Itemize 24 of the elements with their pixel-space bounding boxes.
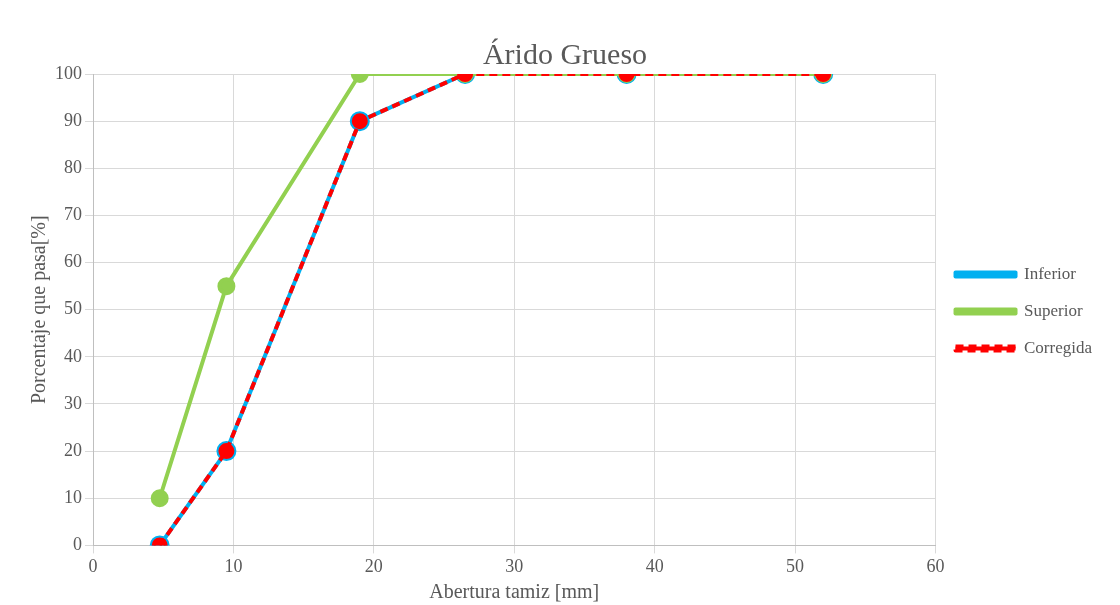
y-tick-label: 30 <box>64 392 82 413</box>
y-tick-label: 10 <box>64 486 82 507</box>
y-tick-label: 70 <box>64 204 82 225</box>
chart-title: Árido Grueso <box>482 36 648 70</box>
x-tick-label: 40 <box>645 555 664 576</box>
y-tick-label: 20 <box>64 439 82 460</box>
x-tick-label: 0 <box>88 555 98 576</box>
y-tick-label: 100 <box>55 62 82 83</box>
x-tick-label: 20 <box>364 555 383 576</box>
y-tick-label: 60 <box>64 251 82 272</box>
y-axis-title: Porcentaje que pasa[%] <box>27 215 51 405</box>
x-tick-label: 60 <box>926 555 945 576</box>
y-tick-label: 90 <box>64 109 82 130</box>
legend-label: Superior <box>1024 300 1083 320</box>
y-tick-label: 40 <box>64 345 82 366</box>
x-tick-label: 50 <box>786 555 805 576</box>
legend-label: Inferior <box>1024 263 1077 283</box>
legend-label: Corregida <box>1024 337 1093 357</box>
y-tick-label: 80 <box>64 157 82 178</box>
x-tick-label: 10 <box>224 555 243 576</box>
x-axis-title: Abertura tamiz [mm] <box>429 580 600 603</box>
x-tick-label: 30 <box>505 555 524 576</box>
y-tick-label: 50 <box>64 298 82 319</box>
y-tick-label: 0 <box>73 534 82 555</box>
